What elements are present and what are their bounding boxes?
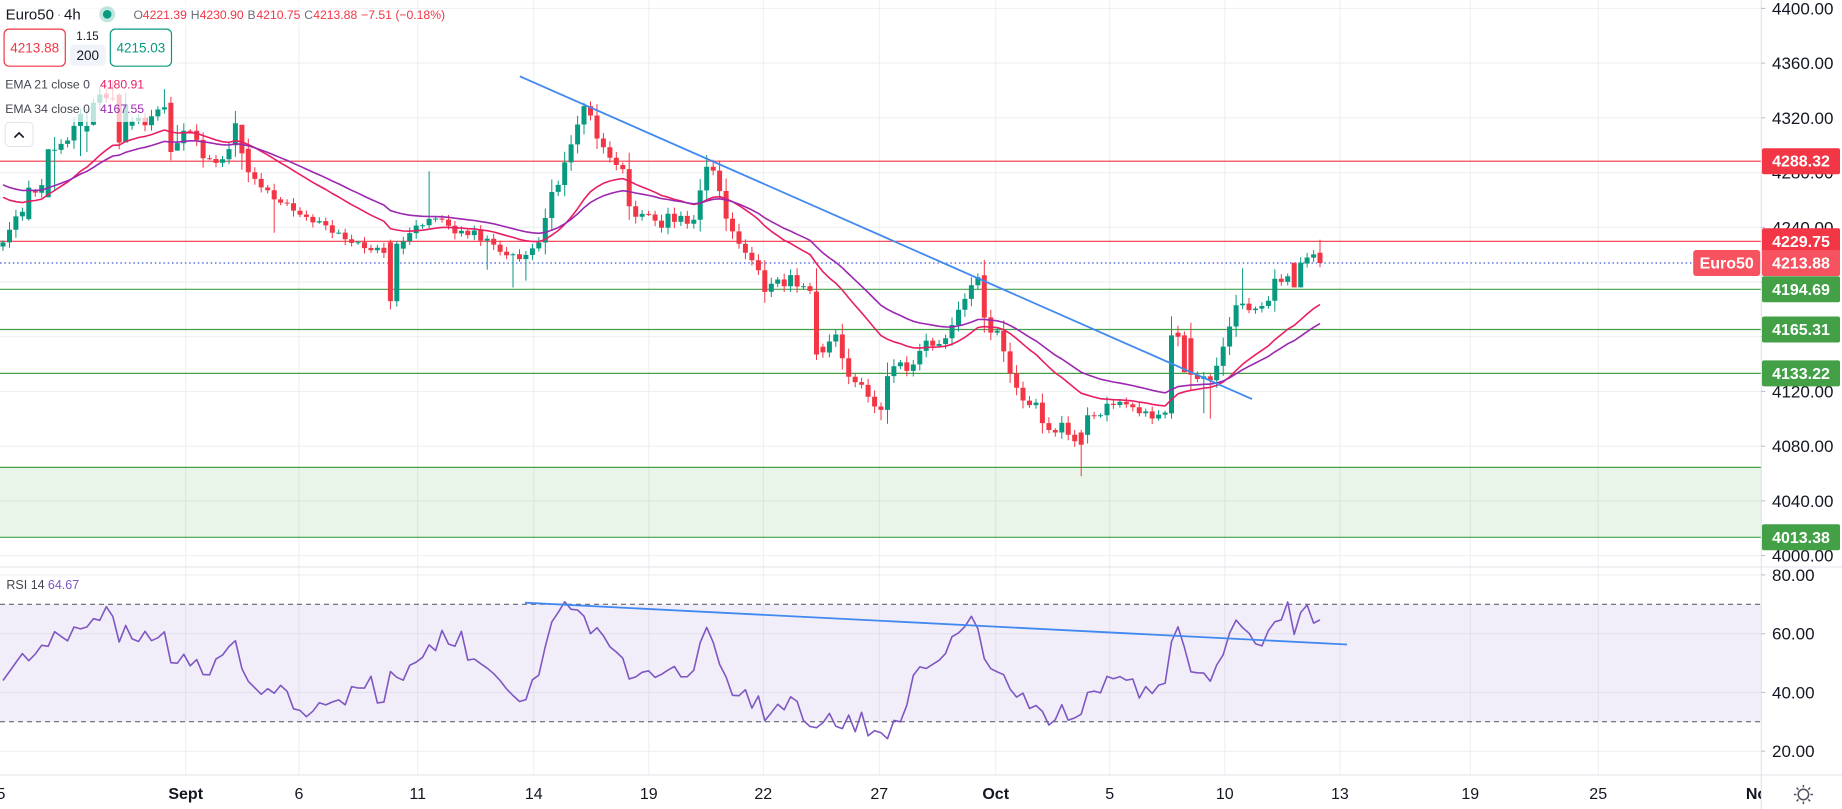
svg-text:4180.91: 4180.91 bbox=[100, 78, 144, 92]
svg-text:22: 22 bbox=[754, 786, 772, 803]
svg-text:Nov: Nov bbox=[1746, 786, 1776, 803]
svg-text:EMA 34 close 0: EMA 34 close 0 bbox=[5, 102, 90, 116]
svg-text:4167.55: 4167.55 bbox=[100, 102, 144, 116]
svg-text:4000.00: 4000.00 bbox=[1772, 547, 1833, 566]
svg-text:4133.22: 4133.22 bbox=[1772, 366, 1830, 383]
svg-text:4194.69: 4194.69 bbox=[1772, 282, 1830, 299]
svg-text:4288.32: 4288.32 bbox=[1772, 154, 1830, 171]
svg-text:11: 11 bbox=[409, 786, 426, 803]
svg-text:4213.88: 4213.88 bbox=[10, 41, 59, 56]
svg-text:Oct: Oct bbox=[982, 786, 1009, 803]
svg-text:4213.88: 4213.88 bbox=[313, 8, 357, 22]
svg-text:RSI 14: RSI 14 bbox=[6, 578, 44, 592]
svg-text:60.00: 60.00 bbox=[1772, 625, 1815, 644]
svg-text:80.00: 80.00 bbox=[1772, 566, 1815, 585]
svg-text:27: 27 bbox=[870, 786, 888, 803]
svg-text:1.15: 1.15 bbox=[76, 31, 98, 43]
svg-text:13: 13 bbox=[1331, 786, 1349, 803]
svg-text:4320.00: 4320.00 bbox=[1772, 109, 1833, 128]
svg-text:25: 25 bbox=[1589, 786, 1607, 803]
svg-text:10: 10 bbox=[1216, 786, 1234, 803]
svg-text:40.00: 40.00 bbox=[1772, 683, 1815, 702]
svg-text:4080.00: 4080.00 bbox=[1772, 437, 1833, 456]
svg-text:64.67: 64.67 bbox=[48, 578, 79, 592]
svg-text:200: 200 bbox=[77, 48, 100, 63]
svg-text:4360.00: 4360.00 bbox=[1772, 54, 1833, 73]
svg-text:O: O bbox=[134, 8, 143, 22]
svg-text:C: C bbox=[304, 8, 313, 22]
svg-text:EMA 21 close 0: EMA 21 close 0 bbox=[5, 78, 90, 92]
svg-text:4230.90: 4230.90 bbox=[200, 8, 244, 22]
svg-text:4400.00: 4400.00 bbox=[1772, 0, 1833, 18]
svg-text:5: 5 bbox=[1105, 786, 1114, 803]
svg-text:4165.31: 4165.31 bbox=[1772, 322, 1830, 339]
svg-text:4221.39: 4221.39 bbox=[143, 8, 187, 22]
svg-text:19: 19 bbox=[640, 786, 658, 803]
svg-text:H: H bbox=[191, 8, 200, 22]
svg-text:Euro50: Euro50 bbox=[6, 7, 54, 24]
svg-text:Sept: Sept bbox=[168, 786, 203, 803]
svg-text:B: B bbox=[248, 8, 256, 22]
svg-text:·: · bbox=[57, 7, 61, 22]
svg-text:14: 14 bbox=[525, 786, 543, 803]
svg-text:4215.03: 4215.03 bbox=[116, 41, 165, 56]
svg-text:4h: 4h bbox=[64, 7, 81, 24]
svg-text:6: 6 bbox=[295, 786, 304, 803]
svg-text:5: 5 bbox=[0, 786, 6, 803]
svg-text:Euro50: Euro50 bbox=[1700, 256, 1754, 273]
svg-text:4210.75: 4210.75 bbox=[256, 8, 300, 22]
svg-text:4013.38: 4013.38 bbox=[1772, 530, 1830, 547]
svg-text:4229.75: 4229.75 bbox=[1772, 234, 1830, 251]
svg-text:4120.00: 4120.00 bbox=[1772, 382, 1833, 401]
svg-text:−7.51 (−0.18%): −7.51 (−0.18%) bbox=[361, 8, 445, 22]
svg-text:20.00: 20.00 bbox=[1772, 742, 1815, 761]
svg-text:19: 19 bbox=[1461, 786, 1479, 803]
svg-text:4040.00: 4040.00 bbox=[1772, 492, 1833, 511]
svg-text:4213.88: 4213.88 bbox=[1772, 256, 1830, 273]
